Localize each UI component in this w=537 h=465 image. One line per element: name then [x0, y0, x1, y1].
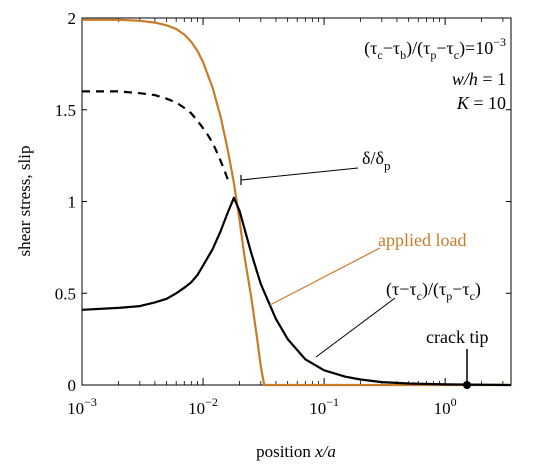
- x-tick-label: 10−3: [67, 395, 97, 418]
- slip-leader: [240, 167, 359, 181]
- crack-tip-marker: [463, 381, 471, 389]
- applied-load-leader: [269, 247, 381, 306]
- y-tick-label: 1: [68, 193, 77, 212]
- x-tick-label: 10−1: [309, 395, 339, 418]
- x-tick-label: 10−2: [188, 395, 218, 418]
- crack-tip-label: crack tip: [426, 327, 488, 347]
- series-group: [81, 18, 512, 387]
- applied-load-label: applied load: [378, 230, 466, 250]
- annotations: (τc−τb)/(τp−τc)=10−3 w/h = 1 K = 10 δ/δp…: [240, 35, 506, 389]
- x-axis: 10−3 10−2 10−1 100: [67, 18, 504, 418]
- stress-leader: [315, 297, 396, 358]
- series-line-1: [82, 90, 229, 180]
- y-axis: 0 0.5 1 1.5 2: [55, 9, 511, 395]
- params-line-1: (τc−τb)/(τp−τc)=10−3: [364, 35, 506, 62]
- stress-label: (τ−τc)/(τp−τc): [386, 279, 481, 303]
- series-line-0: [82, 18, 511, 387]
- slip-label: δ/δp: [362, 148, 390, 173]
- y-tick-label: 0.5: [55, 284, 76, 303]
- params-line-3: K = 10: [456, 93, 506, 113]
- x-axis-label: position x/a: [256, 442, 336, 461]
- x-tick-label: 100: [434, 395, 457, 418]
- params-line-2: w/h = 1: [452, 69, 506, 89]
- y-tick-label: 1.5: [55, 101, 76, 120]
- y-axis-label: shear stress, slip: [15, 146, 34, 257]
- y-tick-label: 2: [68, 9, 77, 28]
- plot-area: [81, 17, 512, 386]
- series-line-2: [81, 196, 512, 387]
- y-tick-label: 0: [68, 376, 77, 395]
